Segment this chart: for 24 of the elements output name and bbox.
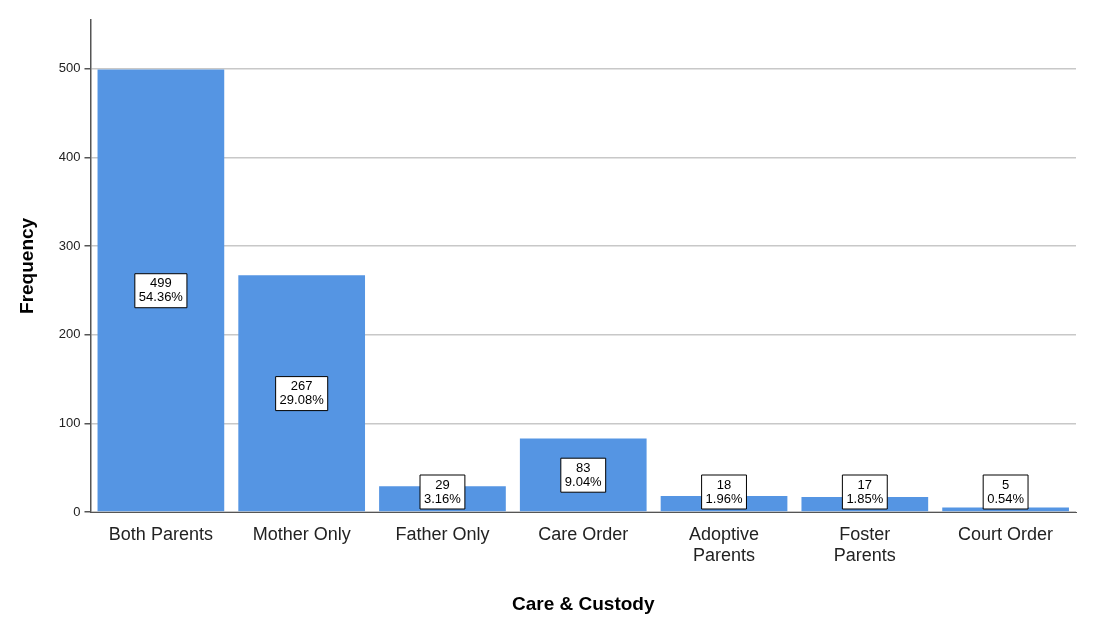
y-axis-title: Frequency — [15, 217, 37, 314]
y-tick-label: 0 — [73, 503, 81, 519]
x-tick-label: Court Order — [958, 523, 1054, 544]
x-tick-label: Care Order — [538, 523, 629, 544]
x-tick-label: Foster Parents — [833, 523, 896, 566]
data-label: 83 9.04% — [564, 459, 603, 489]
data-label: 5 0.54% — [987, 476, 1025, 506]
y-tick-label: 200 — [58, 326, 81, 342]
data-label: 267 29.08% — [279, 378, 325, 408]
y-tick-label: 100 — [58, 414, 81, 430]
y-tick-label: 500 — [58, 60, 81, 76]
y-tick-label: 400 — [58, 148, 81, 164]
data-label: 18 1.96% — [705, 476, 743, 506]
x-tick-label: Father Only — [395, 523, 490, 544]
x-tick-label: Mother Only — [252, 523, 351, 544]
x-tick-label: Adoptive Parents — [689, 523, 760, 566]
bar — [238, 275, 366, 512]
data-label: 17 1.85% — [846, 476, 884, 506]
data-label: 29 3.16% — [424, 476, 462, 506]
bar — [97, 69, 225, 512]
x-tick-label: Both Parents — [108, 523, 213, 544]
data-label: 499 54.36% — [138, 275, 184, 305]
x-axis-title: Care & Custody — [511, 592, 655, 614]
y-tick-label: 300 — [58, 237, 81, 253]
